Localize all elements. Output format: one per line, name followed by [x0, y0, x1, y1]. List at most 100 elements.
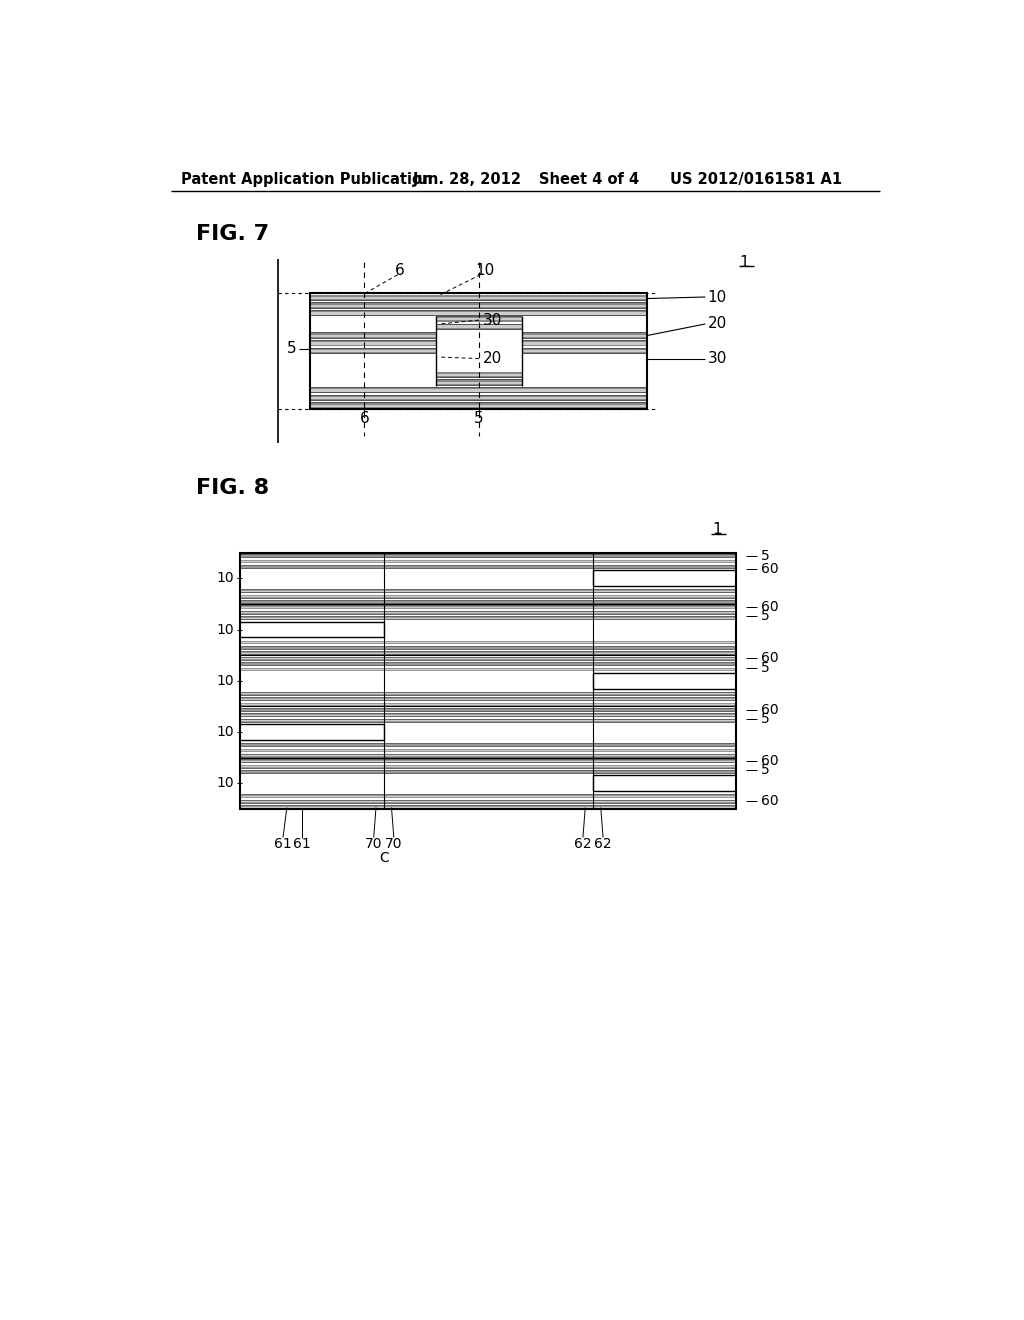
Bar: [241, 595, 736, 598]
Bar: [310, 293, 647, 409]
Bar: [310, 333, 647, 339]
Text: 60: 60: [761, 702, 779, 717]
Text: FIG. 7: FIG. 7: [197, 224, 269, 244]
Bar: [310, 396, 647, 400]
Bar: [310, 296, 647, 300]
Text: 61: 61: [294, 837, 311, 850]
Bar: [436, 372, 521, 378]
Bar: [436, 317, 521, 322]
Bar: [241, 714, 736, 717]
Bar: [241, 800, 736, 804]
Bar: [310, 348, 647, 354]
Bar: [241, 657, 736, 660]
Bar: [241, 589, 736, 593]
Bar: [241, 759, 736, 763]
Bar: [436, 381, 521, 384]
Bar: [436, 325, 521, 330]
Bar: [241, 554, 736, 558]
Bar: [241, 743, 736, 747]
Bar: [241, 668, 736, 672]
Text: 30: 30: [708, 351, 727, 366]
Text: 10: 10: [708, 289, 727, 305]
Bar: [310, 312, 647, 315]
Bar: [593, 570, 736, 586]
Bar: [241, 807, 736, 808]
Bar: [310, 348, 647, 354]
Bar: [241, 606, 736, 609]
Text: 70: 70: [385, 837, 402, 850]
Bar: [310, 403, 647, 409]
Bar: [241, 764, 736, 768]
Bar: [241, 560, 736, 564]
Bar: [241, 642, 736, 644]
Text: Sheet 4 of 4: Sheet 4 of 4: [539, 172, 639, 186]
Text: 5: 5: [761, 660, 770, 675]
Bar: [436, 318, 521, 321]
Bar: [241, 766, 736, 768]
Bar: [310, 304, 647, 308]
Bar: [241, 611, 736, 615]
Text: 60: 60: [761, 561, 779, 576]
Text: 70: 70: [365, 837, 382, 850]
Text: 10: 10: [475, 263, 495, 277]
Text: 10: 10: [216, 725, 234, 739]
Bar: [436, 323, 521, 330]
Text: 61: 61: [274, 837, 292, 850]
Bar: [241, 719, 736, 722]
Bar: [310, 305, 647, 308]
Bar: [310, 302, 647, 309]
Bar: [436, 326, 521, 327]
Bar: [241, 611, 736, 614]
Bar: [241, 770, 736, 774]
Text: 62: 62: [574, 837, 592, 850]
Bar: [310, 405, 647, 407]
Bar: [241, 622, 384, 638]
Bar: [241, 663, 736, 667]
Bar: [241, 553, 736, 809]
Bar: [241, 554, 736, 557]
Bar: [241, 725, 384, 741]
Bar: [241, 698, 736, 701]
Bar: [241, 713, 736, 717]
Bar: [241, 702, 736, 706]
Bar: [241, 606, 736, 610]
Bar: [241, 668, 736, 671]
Text: 5: 5: [288, 341, 297, 356]
Bar: [241, 645, 736, 649]
Bar: [310, 313, 647, 314]
Text: 10: 10: [216, 776, 234, 791]
Text: 60: 60: [761, 795, 779, 808]
Bar: [241, 719, 736, 722]
Bar: [310, 397, 647, 400]
Bar: [241, 561, 736, 562]
Bar: [310, 404, 647, 408]
Bar: [310, 310, 647, 317]
Text: 60: 60: [761, 754, 779, 768]
Bar: [310, 395, 647, 401]
Text: 30: 30: [483, 313, 503, 327]
Text: 5: 5: [761, 610, 770, 623]
Text: 5: 5: [474, 411, 484, 426]
Bar: [241, 697, 736, 701]
Bar: [241, 601, 736, 603]
Text: 10: 10: [216, 673, 234, 688]
Bar: [310, 387, 647, 393]
Bar: [241, 616, 736, 620]
Text: 6: 6: [394, 263, 404, 277]
Text: 6: 6: [359, 411, 370, 426]
Bar: [593, 673, 736, 689]
Bar: [310, 335, 647, 337]
Text: 5: 5: [761, 549, 770, 562]
Text: 20: 20: [483, 351, 502, 366]
Bar: [241, 652, 736, 655]
Bar: [310, 293, 647, 409]
Text: 60: 60: [761, 601, 779, 614]
Bar: [241, 709, 736, 711]
Bar: [436, 379, 521, 385]
Bar: [310, 388, 647, 392]
Bar: [241, 553, 736, 809]
Bar: [241, 795, 736, 799]
Text: FIG. 8: FIG. 8: [197, 478, 269, 498]
Bar: [310, 294, 647, 301]
Bar: [310, 350, 647, 352]
